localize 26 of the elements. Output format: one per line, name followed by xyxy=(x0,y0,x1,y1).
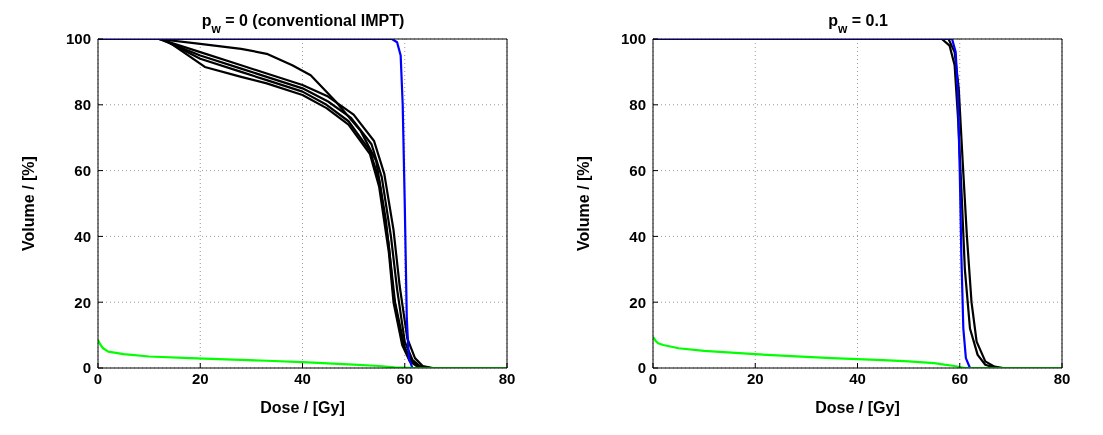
x-tick-label: 40 xyxy=(849,369,866,387)
y-tick-label: 100 xyxy=(620,30,646,48)
y-tick-label: 100 xyxy=(65,30,91,48)
x-tick-label: 20 xyxy=(746,369,764,387)
x-tick-label: 80 xyxy=(498,369,516,387)
y-tick-label: 20 xyxy=(74,293,91,311)
y-axis-title: Volume / [%] xyxy=(19,156,37,251)
y-tick-label: 40 xyxy=(74,227,91,245)
y-tick-label: 80 xyxy=(74,96,91,114)
chart-title: p$_{w}$ = 0.1 xyxy=(828,12,888,36)
x-tick-label: 60 xyxy=(396,369,414,387)
chart-title: p$_{w}$ = 0 (conventional IMPT) xyxy=(201,12,405,36)
y-tick-label: 80 xyxy=(629,96,646,114)
y-tick-label: 20 xyxy=(629,293,646,311)
y-tick-label: 60 xyxy=(74,161,91,179)
x-tick-label: 0 xyxy=(648,369,658,387)
x-axis-title: Dose / [Gy] xyxy=(260,399,345,416)
x-tick-label: 60 xyxy=(951,369,969,387)
x-tick-label: 0 xyxy=(93,369,103,387)
y-axis-title: Volume / [%] xyxy=(574,156,592,251)
y-tick-label: 60 xyxy=(629,161,646,179)
y-tick-label: 40 xyxy=(629,227,646,245)
x-tick-label: 40 xyxy=(294,369,311,387)
x-tick-label: 80 xyxy=(1053,369,1071,387)
x-axis-title: Dose / [Gy] xyxy=(815,399,900,416)
x-tick-label: 20 xyxy=(191,369,209,387)
